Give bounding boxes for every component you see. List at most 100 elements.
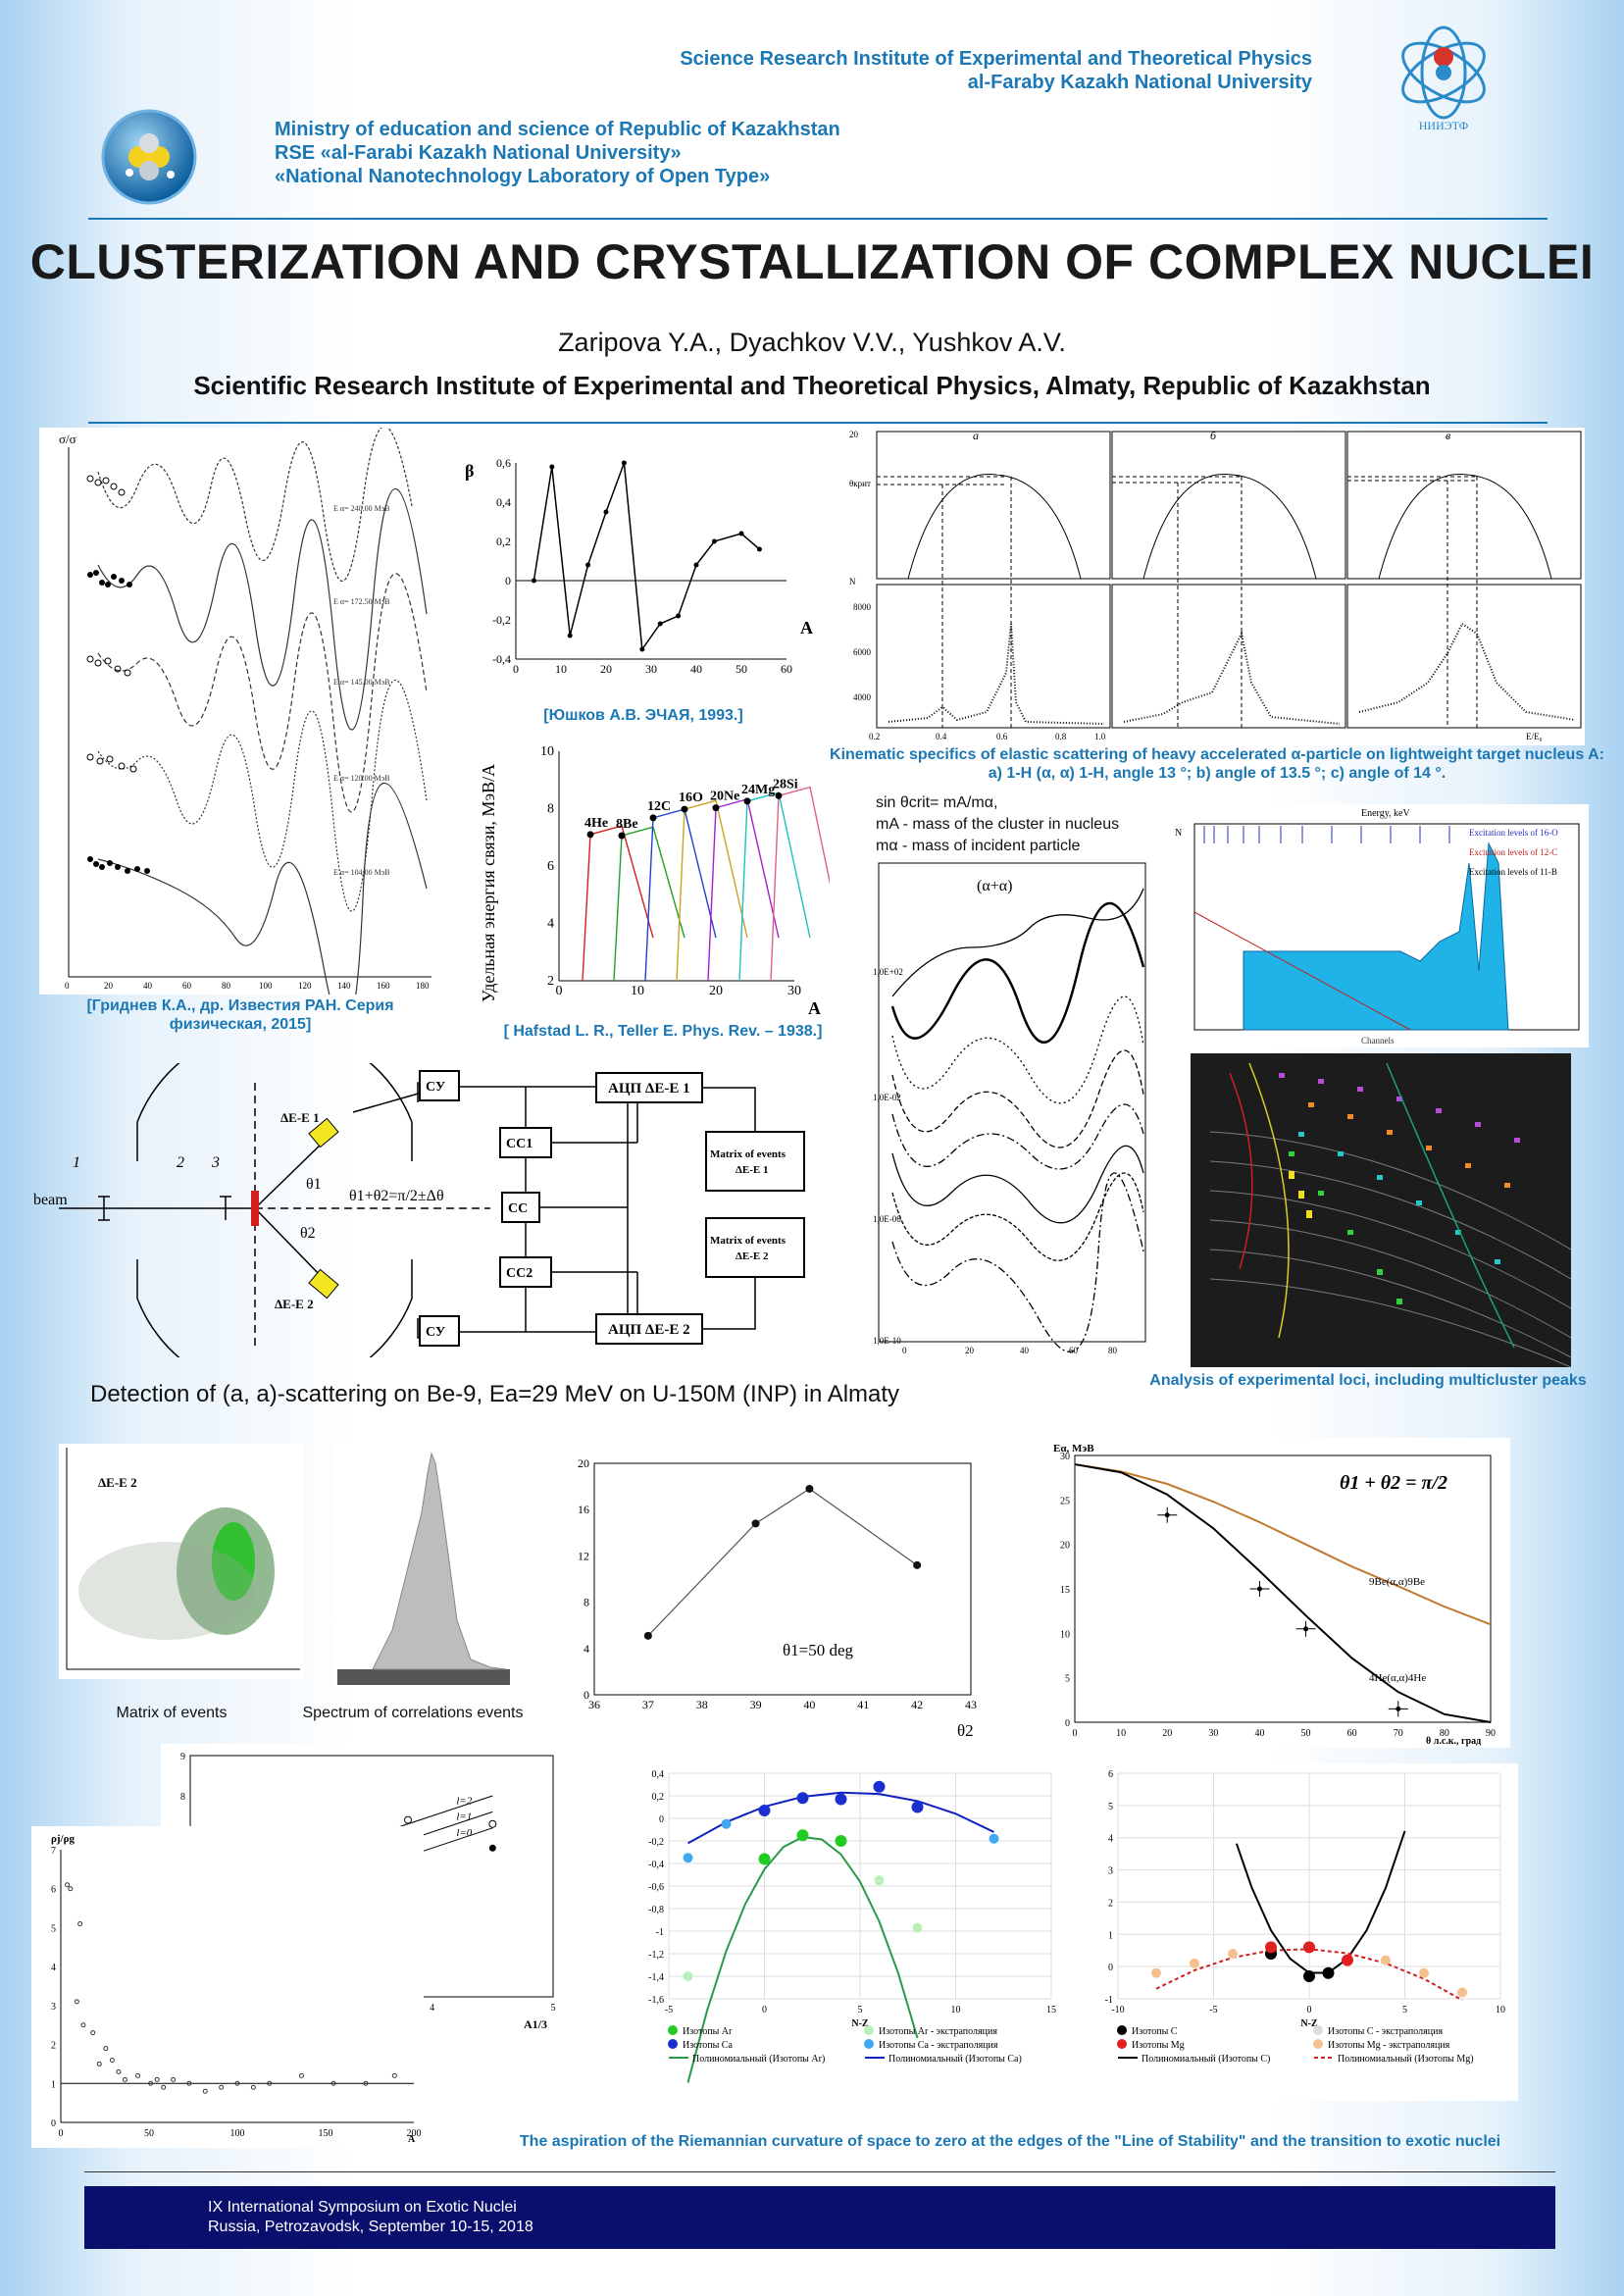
c-mg-point	[1342, 1954, 1353, 1966]
su-bottom: СУ	[426, 1325, 445, 1340]
ar-ca-point	[989, 1833, 999, 1844]
binding-label: 16O	[679, 791, 703, 805]
svg-text:80: 80	[1108, 1346, 1118, 1355]
beta-xtick: 0	[513, 662, 519, 676]
ar-ca-chart: -5 0 5 10 15 -1,6 -1,4 -1,2 -1 -0,8 -0,6 -0,4 -0,2 0 0…	[648, 1769, 1056, 2083]
c-mg-legend-marker	[1117, 2025, 1127, 2035]
footer: IX International Symposium on Exotic Nuc…	[84, 2186, 1555, 2249]
ar-ca-panel: -5 0 5 10 15 -1,6 -1,4 -1,2 -1 -0,8 -0,6 -0,4 -0,2 0 0…	[628, 1763, 1069, 2101]
caption-riemann: The aspiration of the Riemannian curvatu…	[519, 2133, 1501, 2150]
energy-angle-frame	[1074, 1454, 1492, 1723]
svg-text:E/E₀: E/E₀	[1526, 732, 1543, 741]
beta-point	[657, 621, 663, 627]
beta-point	[693, 562, 699, 568]
caption-kinematic: Kinematic specifics of elastic scatterin…	[830, 746, 1604, 782]
svg-text:0: 0	[902, 1346, 907, 1355]
energy-angle-xtick: 90	[1486, 1728, 1496, 1739]
density-point	[250, 2084, 256, 2090]
beta-ytick: -0,4	[492, 652, 511, 666]
density-point	[234, 2080, 240, 2086]
beta-xtick: 20	[600, 662, 612, 676]
density-point	[96, 2061, 102, 2066]
beta-point	[585, 562, 591, 568]
energy-angle-xtick: 30	[1208, 1728, 1218, 1739]
binding-label: 8Be	[616, 817, 638, 832]
ar-ca-point	[683, 1971, 693, 1981]
correlation-chart: 36 37 38 39 40 41 42 43 0 4 8 12 16 20 θ1=50 deg θ2	[578, 1456, 977, 1740]
mat1-a: Matrix of events	[710, 1148, 787, 1160]
radius-open-point	[488, 1819, 497, 1828]
formula-line2: mA - mass of the cluster in nucleus	[876, 816, 1120, 833]
svg-text:1,0E-06: 1,0E-06	[873, 1214, 901, 1224]
ar-ca-ytick: -0,8	[648, 1905, 664, 1915]
spectrum-panel: Energy, keV N Excitation levels of 16-O …	[1165, 804, 1589, 1047]
density-point	[186, 2080, 192, 2086]
correlation-ytick: 20	[578, 1456, 589, 1470]
formula-line3: mα - mass of incident particle	[876, 838, 1081, 854]
beta-ytick: 0,4	[496, 495, 511, 509]
c-mg-xtick: 0	[1307, 2005, 1312, 2015]
c-mg-point	[1322, 1966, 1335, 1979]
svg-text:60: 60	[182, 981, 192, 991]
binding-label: 20Ne	[710, 790, 739, 804]
alpha-alpha-plot: (α+α) 1,0E+02 1,0E-02 1,0E-06 1,0E-10 0 20 40…	[873, 862, 1146, 1355]
density-xtick: 150	[319, 2128, 333, 2139]
binding-curve	[582, 825, 654, 982]
loci-magenta	[1279, 1073, 1520, 1143]
beam-label: beam	[33, 1192, 68, 1208]
binding-xtick: 0	[556, 984, 563, 998]
beta-panel: 0 10 20 30 40 50 60 -0,4 -0,2 0 0,2 0,4 0,6 β A	[457, 443, 830, 690]
density-point	[103, 2046, 109, 2052]
header-left-line3: «National Nanotechnology Laboratory of O…	[275, 166, 771, 187]
correlation-xtick: 36	[588, 1698, 600, 1711]
ar-ca-legend-line-label: Полиномиальный (Изотопы Ar)	[692, 2054, 825, 2065]
energy-angle-xtick: 40	[1254, 1728, 1264, 1739]
density-ytick: 1	[51, 2079, 56, 2090]
beta-ytick: 0	[505, 574, 511, 587]
c-mg-ytick: 0	[1108, 1963, 1113, 1973]
energy-angle-ytick: 20	[1060, 1541, 1070, 1552]
c-mg-point	[1190, 1958, 1199, 1968]
ar-ca-point	[835, 1835, 847, 1847]
beta-point	[639, 646, 645, 652]
matrix-panel: ΔE-E 2	[59, 1444, 304, 1679]
binding-curve	[676, 799, 748, 982]
loci-cyan	[1298, 1132, 1500, 1264]
svg-text:0.4: 0.4	[936, 732, 947, 741]
kinematic-panel: а б в 20 θкрит N 8000 6000 4000 0.2 0.4 0.6 0.8…	[849, 428, 1585, 745]
svg-text:(α+α): (α+α)	[977, 878, 1012, 894]
correlation-ytick: 8	[584, 1596, 589, 1609]
energy-series-label-he: 4He(α,α)4He	[1369, 1672, 1426, 1684]
beta-xlabel: A	[800, 618, 813, 638]
density-point	[90, 2030, 96, 2036]
spectrum-top-label: Energy, keV	[1361, 808, 1410, 819]
c-mg-xtick: 5	[1402, 2005, 1407, 2015]
ar-ca-point	[796, 1829, 809, 1842]
svg-text:20: 20	[965, 1346, 975, 1355]
energy-angle-xtick: 80	[1440, 1728, 1449, 1739]
c-mg-point	[1381, 1955, 1391, 1965]
binding-peak	[618, 832, 626, 840]
svg-text:40: 40	[1020, 1346, 1030, 1355]
c-mg-point	[1228, 1949, 1238, 1959]
ar-ca-fit-1	[687, 1791, 994, 1845]
binding-peak	[712, 804, 720, 812]
binding-ytick: 8	[547, 802, 554, 817]
svg-text:0: 0	[65, 981, 70, 991]
c-mg-point	[1303, 1970, 1315, 1982]
beta-xtick: 60	[781, 662, 792, 676]
scheme-label-2: 2	[177, 1154, 184, 1171]
header-right-line2: al-Faraby Kazakh National University	[967, 72, 1312, 93]
c-mg-xtick: -5	[1209, 2005, 1217, 2015]
cc1-label: СС1	[506, 1137, 533, 1151]
ar-ca-point	[758, 1853, 771, 1865]
loci-green	[1289, 1151, 1402, 1304]
beta-xtick: 40	[690, 662, 702, 676]
cs-label-1: E α= 240.00 МэВ	[333, 504, 389, 513]
density-point	[65, 1882, 71, 1888]
scheme-theta1: θ1	[306, 1176, 322, 1193]
scheme-de2: ΔE-E 2	[275, 1297, 314, 1311]
cc2-label: СС2	[506, 1266, 533, 1281]
binding-curve	[770, 786, 842, 982]
institute-logo: НИИЭТФ	[1401, 26, 1486, 132]
